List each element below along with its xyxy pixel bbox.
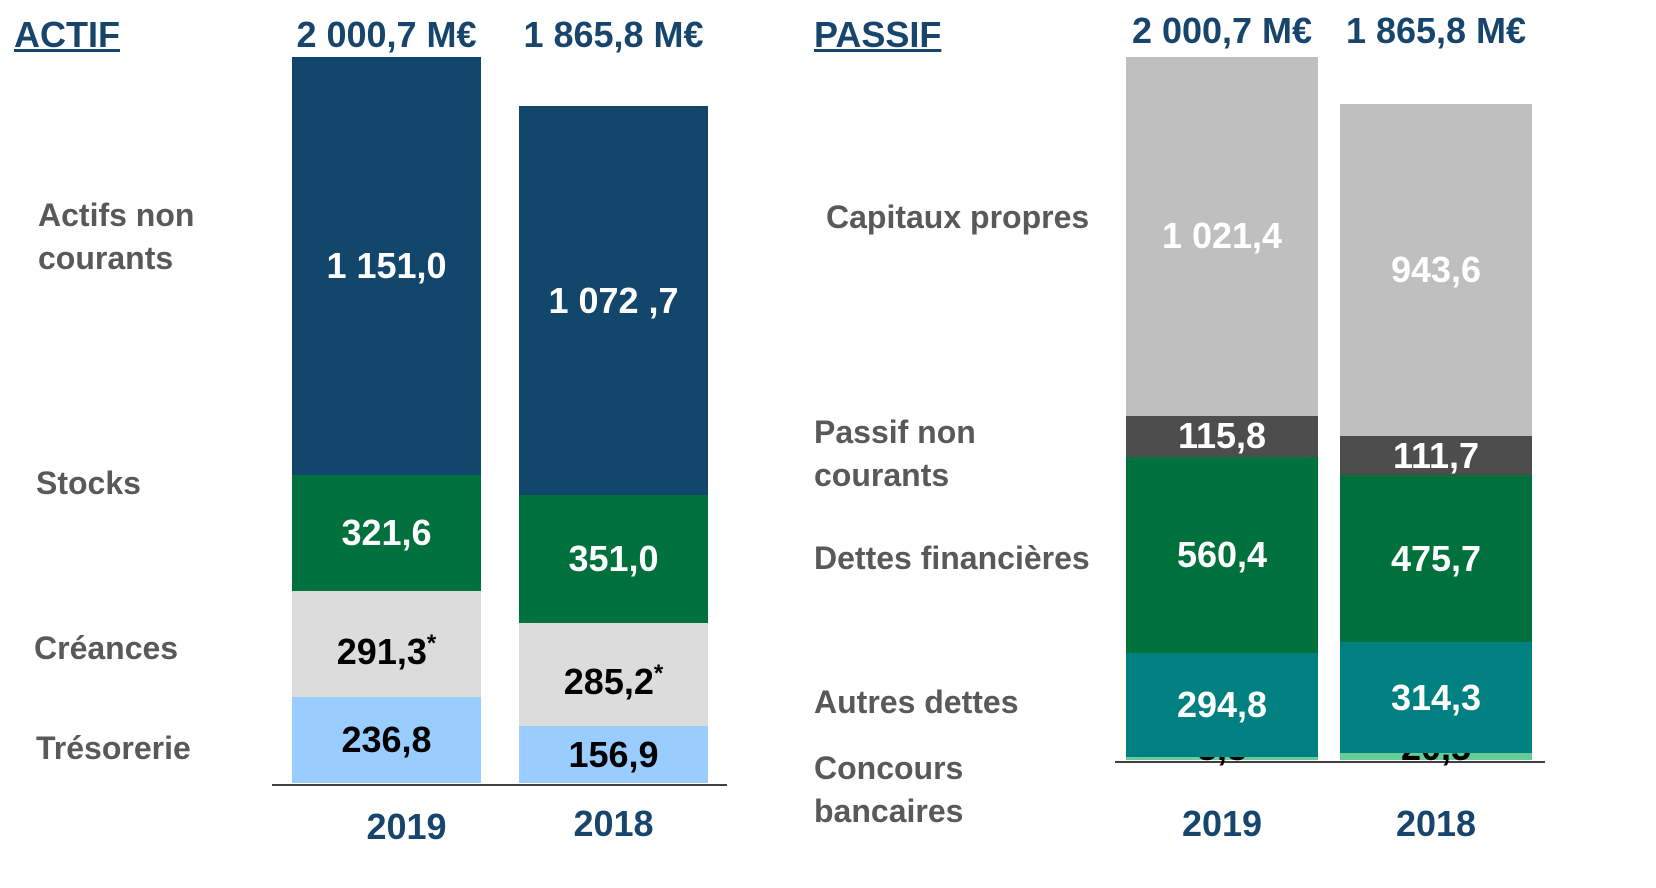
value-label: 291,3* xyxy=(292,624,481,672)
bar-segment xyxy=(1126,456,1318,654)
bar-segment xyxy=(519,495,708,623)
footnote-marker: * xyxy=(426,630,437,658)
value-label: 156,9 xyxy=(519,733,708,775)
value-label: 1 021,4 xyxy=(1126,216,1318,256)
series-label: Autres dettes xyxy=(814,684,1019,720)
bar-segment xyxy=(519,622,708,727)
bar-segment xyxy=(1340,752,1532,760)
value-label-text: 1 072 ,7 xyxy=(548,279,679,321)
series-label: Dettes financières xyxy=(814,540,1090,576)
panel-title: ACTIF xyxy=(14,14,120,55)
series-label: Stocks xyxy=(36,465,141,501)
value-label: 314,3 xyxy=(1340,676,1532,718)
x-tick-label: 2018 xyxy=(1395,803,1477,844)
bar-segment xyxy=(292,591,481,698)
value-label-text: 314,3 xyxy=(1390,676,1482,718)
value-label-text: 291,3 xyxy=(336,631,427,673)
value-label: 475,7 xyxy=(1340,537,1532,579)
bar-segment xyxy=(1340,435,1532,476)
value-label-text: 943,6 xyxy=(1390,249,1482,291)
value-label: 560,4 xyxy=(1126,535,1318,575)
series-label: Passif non courants xyxy=(814,414,976,493)
value-label-text: 111,7 xyxy=(1392,434,1480,476)
bar-segment xyxy=(292,474,481,592)
bar-segment xyxy=(1340,475,1532,643)
bar-segment xyxy=(1126,57,1318,416)
value-label-text: 115,8 xyxy=(1177,415,1267,457)
x-tick-label: 2019 xyxy=(1181,803,1263,844)
value-label: 321,6 xyxy=(292,513,481,553)
value-label: 1 151,0 xyxy=(292,244,481,286)
value-label: 111,7 xyxy=(1340,434,1532,476)
total-label: 1 865,8 M€ xyxy=(1345,10,1527,51)
bar-segment xyxy=(1340,104,1532,436)
series-label: Capitaux propres xyxy=(826,199,1090,235)
bar-segment xyxy=(519,726,708,783)
x-tick-label: 2018 xyxy=(573,803,654,844)
value-label: 285,2* xyxy=(519,654,708,702)
total-label: 2 000,7 M€ xyxy=(296,14,477,55)
value-label-text: 351,0 xyxy=(568,537,659,579)
value-label-text: 1 021,4 xyxy=(1161,215,1283,257)
value-label-text: 560,4 xyxy=(1176,534,1268,576)
series-label: Actifs non courants xyxy=(38,197,195,276)
footnote-marker: * xyxy=(653,660,664,688)
panel-title: PASSIF xyxy=(814,14,942,55)
bar-segment xyxy=(292,57,481,475)
baseline xyxy=(272,784,727,786)
x-tick-label: 2019 xyxy=(366,806,447,847)
value-label-text: 321,6 xyxy=(341,512,432,554)
value-label: 115,8 xyxy=(1126,416,1318,456)
value-label-text: 156,9 xyxy=(568,733,659,775)
total-label: 2 000,7 M€ xyxy=(1131,10,1313,51)
total-label: 1 865,8 M€ xyxy=(523,14,704,55)
value-label: 236,8 xyxy=(292,720,481,760)
bar-segment xyxy=(1126,415,1318,457)
value-label-text: 294,8 xyxy=(1176,684,1268,726)
value-label-text: 1 151,0 xyxy=(326,244,447,286)
bar-segment xyxy=(1126,757,1318,760)
value-label-text: 475,7 xyxy=(1390,537,1482,579)
value-label-text: 285,2 xyxy=(563,661,654,703)
value-label: 351,0 xyxy=(519,537,708,579)
bar-segment xyxy=(1340,642,1532,753)
series-label: Concours bancaires xyxy=(814,750,964,829)
value-label: 294,8 xyxy=(1126,685,1318,725)
bar-segment xyxy=(292,697,481,783)
value-label-text: 236,8 xyxy=(341,719,432,761)
baseline xyxy=(1115,761,1545,763)
bar-segment xyxy=(1126,653,1318,758)
series-label: Trésorerie xyxy=(36,730,191,766)
value-label: 943,6 xyxy=(1340,250,1532,290)
series-label: Créances xyxy=(34,630,179,666)
bar-segment xyxy=(519,105,708,496)
value-label: 1 072 ,7 xyxy=(519,279,708,321)
